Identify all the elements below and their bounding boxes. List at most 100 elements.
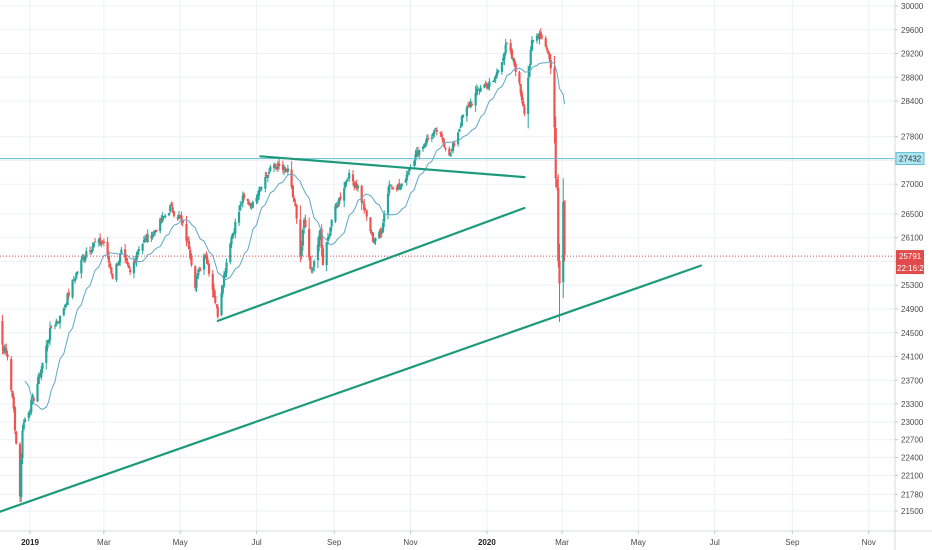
candle-body — [85, 251, 88, 256]
candle-body — [557, 187, 560, 261]
candle — [3, 344, 7, 355]
candle — [137, 246, 141, 255]
candle — [523, 104, 526, 117]
candle — [20, 453, 23, 503]
candle-body — [470, 103, 473, 105]
candle — [231, 232, 234, 240]
candle-body — [328, 236, 331, 239]
chart-grid — [0, 0, 895, 531]
candle-body — [124, 249, 127, 258]
candle-body — [80, 260, 83, 274]
candle-body — [110, 267, 113, 274]
candle — [294, 199, 297, 207]
candle — [58, 315, 62, 329]
candle-body — [281, 164, 284, 170]
candle — [544, 35, 547, 48]
candle-body — [523, 106, 526, 114]
candle — [281, 160, 284, 174]
candle — [274, 163, 277, 170]
candle-body — [246, 199, 249, 201]
candle — [154, 229, 157, 236]
candle — [449, 152, 452, 157]
candle-body — [303, 219, 306, 229]
candle — [563, 200, 566, 262]
candle-body — [72, 279, 75, 281]
candle — [458, 128, 461, 133]
candle — [161, 211, 164, 223]
candle — [126, 258, 129, 267]
candle — [318, 230, 321, 252]
candle — [509, 39, 512, 55]
candle-body — [467, 105, 470, 107]
candle — [391, 187, 395, 190]
candle-body — [530, 40, 534, 51]
candle — [207, 263, 211, 277]
candle — [119, 253, 122, 267]
candle-body — [418, 149, 421, 156]
candle — [451, 141, 455, 154]
candle-body — [272, 164, 276, 168]
candle-body — [379, 230, 382, 235]
last-price-badge-box — [896, 250, 924, 275]
candle-body — [548, 54, 551, 60]
y-tick-label: 22100 — [901, 471, 924, 480]
candle-body — [483, 84, 486, 88]
candle-body — [469, 102, 472, 108]
candle — [152, 230, 156, 237]
candle — [5, 343, 8, 356]
candle-body — [152, 231, 156, 234]
candle — [285, 168, 288, 173]
candle — [48, 321, 52, 346]
candle-body — [145, 237, 148, 242]
candle — [416, 146, 420, 157]
candle — [365, 209, 368, 222]
candle-body — [554, 127, 557, 179]
candle — [344, 181, 347, 189]
candle — [127, 263, 130, 269]
candle-body — [413, 160, 416, 166]
candle-body — [67, 292, 70, 296]
candle — [101, 240, 104, 244]
candle-body — [56, 320, 59, 322]
candle-body — [518, 72, 521, 83]
candle — [390, 185, 393, 190]
candle — [151, 232, 154, 240]
candle — [1, 314, 4, 355]
candle — [234, 218, 237, 239]
y-tick-label: 23700 — [901, 376, 924, 385]
candle — [554, 116, 557, 188]
candle — [329, 226, 332, 237]
candle — [339, 192, 342, 201]
candle — [548, 52, 551, 63]
candle — [520, 89, 524, 104]
candle — [172, 210, 176, 218]
candle-body — [383, 213, 386, 222]
candle — [160, 214, 163, 224]
candle — [474, 85, 477, 112]
candle — [513, 57, 516, 67]
x-tick-label: Jul — [710, 538, 720, 547]
candle-body — [316, 244, 320, 261]
candle-body — [330, 220, 333, 227]
y-tick-label: 26100 — [901, 234, 924, 243]
candle — [374, 237, 377, 245]
candle — [72, 275, 75, 281]
candle — [136, 249, 139, 259]
candle — [343, 181, 346, 208]
candle — [247, 200, 251, 206]
candle-body — [539, 32, 542, 39]
candle — [241, 191, 244, 208]
candle — [129, 266, 132, 276]
candle — [46, 339, 49, 352]
candle-body — [50, 326, 53, 328]
y-tick-label: 22700 — [901, 436, 924, 445]
candle-body — [106, 242, 109, 255]
candle-body — [224, 271, 227, 276]
y-tick-label: 24900 — [901, 305, 924, 314]
candle-body — [448, 148, 451, 156]
candle-body — [346, 179, 350, 181]
candle-body — [386, 193, 390, 214]
candle-body — [355, 183, 358, 189]
candle-body — [220, 292, 223, 316]
candle — [430, 134, 433, 142]
